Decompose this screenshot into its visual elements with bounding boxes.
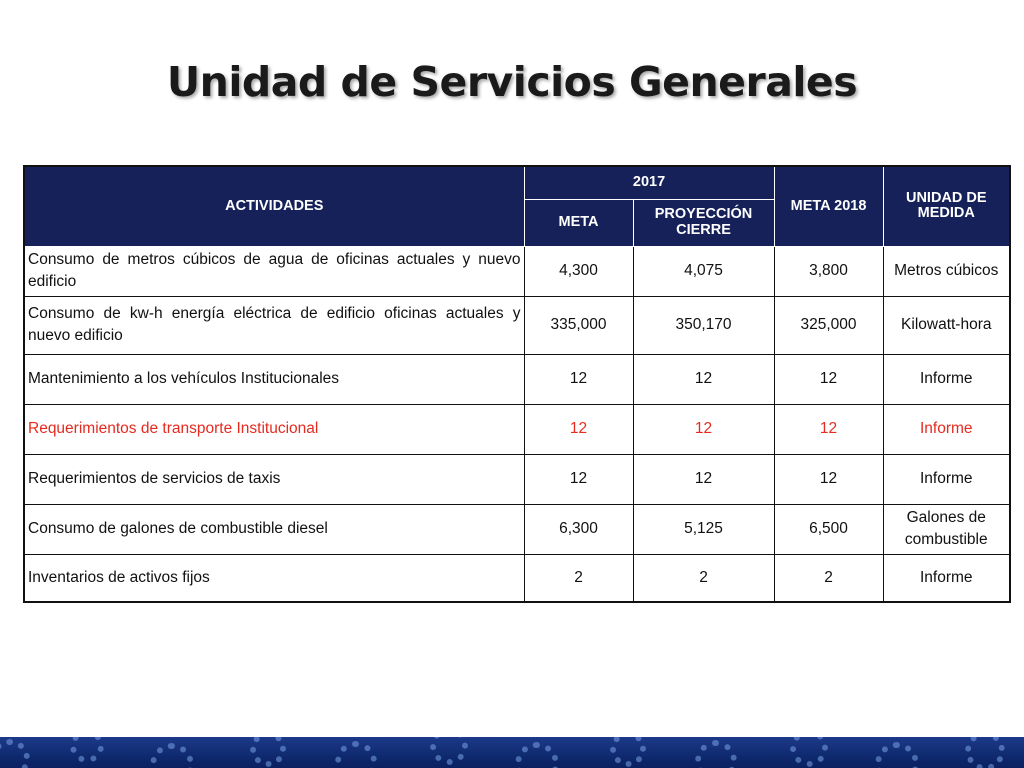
table-row: Consumo de galones de combustible diesel…	[23, 503, 1011, 555]
actividad-cell: Requerimientos de servicios de taxis	[23, 453, 525, 505]
meta2018-cell: 12	[773, 353, 884, 405]
unidad-cell: Metros cúbicos	[882, 245, 1011, 297]
unidad-cell: Informe	[882, 353, 1011, 405]
actividad-cell: Requerimientos de transporte Institucion…	[23, 403, 525, 455]
unidad-cell: Informe	[882, 453, 1011, 505]
unidad-cell: Informe	[882, 403, 1011, 455]
unidad-cell: Informe	[882, 553, 1011, 603]
unidad-cell: Kilowatt-hora	[882, 295, 1011, 355]
meta-cell: 12	[523, 353, 634, 405]
meta2018-cell: 325,000	[773, 295, 884, 355]
table-header-row: ACTIVIDADES 2017 META 2018 UNIDAD DE MED…	[23, 165, 1011, 247]
meta-cell: 4,300	[523, 245, 634, 297]
header-year: 2017	[523, 165, 775, 200]
table-row: Consumo de metros cúbicos de agua de ofi…	[23, 245, 1011, 297]
table-subheader-row: META PROYECCIÓN CIERRE	[24, 198, 1010, 247]
meta-cell: 12	[523, 403, 634, 455]
proyeccion-cell: 350,170	[632, 295, 775, 355]
footer-gear-band	[0, 737, 1024, 768]
meta2018-cell: 12	[773, 453, 884, 505]
gear-icon	[335, 741, 377, 768]
header-meta: META	[523, 198, 634, 247]
actividad-cell: Mantenimiento a los vehículos Institucio…	[23, 353, 525, 405]
meta-cell: 6,300	[523, 503, 634, 555]
actividad-cell: Consumo de galones de combustible diesel	[23, 503, 525, 555]
gear-icon	[250, 737, 286, 767]
meta-cell: 12	[523, 453, 634, 505]
gear-icon	[610, 737, 646, 767]
proyeccion-cell: 4,075	[632, 245, 775, 297]
table-row: Mantenimiento a los vehículos Institucio…	[23, 353, 1011, 405]
header-actividades: ACTIVIDADES	[23, 165, 525, 247]
gear-icon	[790, 737, 828, 767]
proyeccion-cell: 12	[632, 403, 775, 455]
meta2018-cell: 3,800	[773, 245, 884, 297]
header-meta-2018: META 2018	[773, 165, 884, 247]
proyeccion-cell: 5,125	[632, 503, 775, 555]
gear-icon	[150, 743, 194, 768]
proyeccion-cell: 2	[632, 553, 775, 603]
unidad-cell: Galones de combustible	[882, 503, 1011, 555]
gear-icon	[0, 739, 30, 768]
meta2018-cell: 2	[773, 553, 884, 603]
actividad-cell: Inventarios de activos fijos	[23, 553, 525, 603]
proyeccion-cell: 12	[632, 353, 775, 405]
header-unidad: UNIDAD DE MEDIDA	[882, 165, 1011, 247]
gear-icon	[695, 740, 737, 768]
proyeccion-cell: 12	[632, 453, 775, 505]
gear-icon	[515, 742, 559, 768]
page-title: Unidad de Servicios Generales	[166, 58, 858, 106]
table-row: Requerimientos de servicios de taxis 12 …	[23, 453, 1011, 505]
actividad-cell: Consumo de metros cúbicos de agua de ofi…	[23, 245, 525, 297]
header-proyeccion: PROYECCIÓN CIERRE	[632, 198, 775, 247]
meta2018-cell: 6,500	[773, 503, 884, 555]
gear-icon	[875, 742, 919, 768]
table-row-highlighted: Requerimientos de transporte Institucion…	[23, 403, 1011, 455]
gear-icon	[70, 737, 104, 763]
actividad-cell: Consumo de kw-h energía eléctrica de edi…	[23, 295, 525, 355]
activities-table: ACTIVIDADES 2017 META 2018 UNIDAD DE MED…	[23, 165, 1012, 603]
meta-cell: 2	[523, 553, 634, 603]
meta-cell: 335,000	[523, 295, 634, 355]
gear-icon	[965, 737, 1005, 768]
meta2018-cell: 12	[773, 403, 884, 455]
table-row: Consumo de kw-h energía eléctrica de edi…	[23, 295, 1011, 355]
table-row: Inventarios de activos fijos 2 2 2 Infor…	[23, 553, 1011, 603]
gear-icon	[430, 737, 468, 765]
